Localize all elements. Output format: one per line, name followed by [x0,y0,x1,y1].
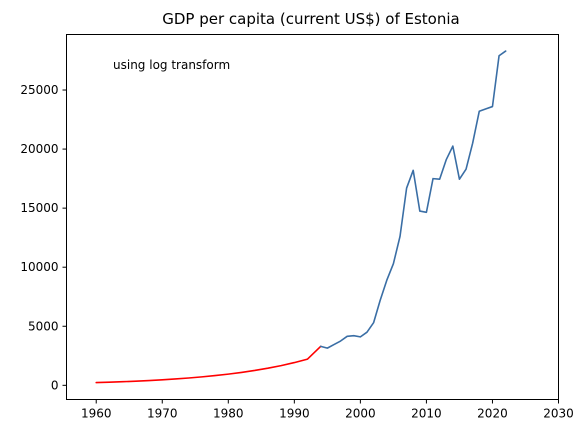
chart-title: GDP per capita (current US$) of Estonia [162,10,459,28]
x-tick-label: 1990 [279,407,310,421]
plot-frame [66,34,559,400]
x-axis: 1960 1970 1980 1990 2000 2010 2020 2030 [81,399,574,421]
x-tick-label: 2020 [477,407,508,421]
series-line-2 [319,50,507,349]
y-tick-label: 15000 [20,201,58,215]
y-tick-label: 25000 [20,83,58,97]
x-tick-label: 2030 [543,407,574,421]
x-tick-label: 1980 [213,407,244,421]
chart-annotation: using log transform [113,58,230,72]
y-tick-label: 5000 [28,319,59,333]
x-tick-label: 1960 [81,407,112,421]
y-tick-label: 0 [51,378,59,392]
y-tick-label: 20000 [20,142,58,156]
y-tick-label: 10000 [20,260,58,274]
x-tick-label: 2000 [345,407,376,421]
x-tick-label: 1970 [147,407,178,421]
y-axis: 0 5000 10000 15000 20000 25000 [20,83,67,392]
x-tick-label: 2010 [411,407,442,421]
series-line-1 [95,345,322,384]
series-layer [95,50,507,384]
